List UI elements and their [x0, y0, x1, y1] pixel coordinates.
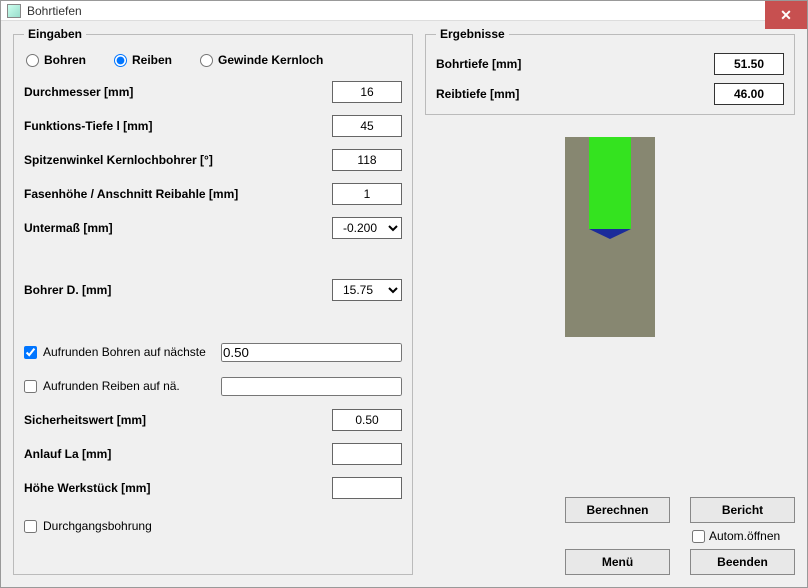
button-area: Berechnen Bericht Autom.öffnen Menü Been… — [565, 497, 795, 575]
bohrtiefe-label: Bohrtiefe [mm] — [436, 57, 521, 71]
window-title: Bohrtiefen — [27, 4, 82, 18]
sicherheit-input[interactable] — [332, 409, 402, 431]
funktionstiefe-input[interactable] — [332, 115, 402, 137]
ergebnisse-legend: Ergebnisse — [436, 27, 509, 41]
bohrerd-label: Bohrer D. [mm] — [24, 283, 111, 297]
aufr-bohren-checkbox[interactable] — [24, 346, 37, 359]
anlauf-label: Anlauf La [mm] — [24, 447, 111, 461]
bericht-button[interactable]: Bericht — [690, 497, 795, 523]
mode-radio-group: Bohren Reiben Gewinde Kernloch — [26, 53, 402, 67]
app-icon — [7, 4, 21, 18]
bohrtiefe-value: 51.50 — [714, 53, 784, 75]
left-column: Eingaben Bohren Reiben Gewinde Kernloch — [13, 27, 413, 575]
autom-checkbox[interactable] — [692, 530, 705, 543]
reibtiefe-value: 46.00 — [714, 83, 784, 105]
durchgang-checkbox[interactable] — [24, 520, 37, 533]
untermass-label: Untermaß [mm] — [24, 221, 113, 235]
radio-reiben[interactable] — [114, 54, 127, 67]
hoehe-label: Höhe Werkstück [mm] — [24, 481, 150, 495]
spitzenwinkel-label: Spitzenwinkel Kernlochbohrer [°] — [24, 153, 213, 167]
autom-label: Autom.öffnen — [709, 529, 780, 543]
eingaben-legend: Eingaben — [24, 27, 86, 41]
content: Eingaben Bohren Reiben Gewinde Kernloch — [1, 21, 807, 587]
titlebar: Bohrtiefen ✕ — [1, 1, 807, 21]
diagram-area — [425, 115, 795, 491]
untermass-select[interactable]: -0.200 — [332, 217, 402, 239]
berechnen-button[interactable]: Berechnen — [565, 497, 670, 523]
aufr-reiben-checkbox[interactable] — [24, 380, 37, 393]
radio-gewinde-label: Gewinde Kernloch — [218, 53, 323, 67]
aufr-reiben-label: Aufrunden Reiben auf nä. — [43, 379, 180, 393]
menue-button[interactable]: Menü — [565, 549, 670, 575]
hoehe-input[interactable] — [332, 477, 402, 499]
aufr-bohren-label: Aufrunden Bohren auf nächste — [43, 345, 206, 359]
bohrerd-select[interactable]: 15.75 — [332, 279, 402, 301]
radio-reiben-label: Reiben — [132, 53, 172, 67]
fasenhoehe-input[interactable] — [332, 183, 402, 205]
eingaben-fieldset: Eingaben Bohren Reiben Gewinde Kernloch — [13, 27, 413, 575]
radio-bohren[interactable] — [26, 54, 39, 67]
close-button[interactable]: ✕ — [765, 1, 807, 29]
radio-bohren-label: Bohren — [44, 53, 86, 67]
aufr-bohren-input[interactable] — [221, 343, 402, 362]
fasenhoehe-label: Fasenhöhe / Anschnitt Reibahle [mm] — [24, 187, 238, 201]
right-column: Ergebnisse Bohrtiefe [mm] 51.50 Reibtief… — [425, 27, 795, 575]
main-window: Bohrtiefen ✕ Eingaben Bohren Reiben — [0, 0, 808, 588]
durchgang-label: Durchgangsbohrung — [43, 519, 152, 533]
spitzenwinkel-input[interactable] — [332, 149, 402, 171]
bore-diagram — [565, 137, 655, 337]
durchmesser-input[interactable] — [332, 81, 402, 103]
close-icon: ✕ — [780, 7, 792, 24]
aufr-reiben-input[interactable] — [221, 377, 402, 396]
reibtiefe-label: Reibtiefe [mm] — [436, 87, 519, 101]
funktionstiefe-label: Funktions-Tiefe l [mm] — [24, 119, 152, 133]
anlauf-input[interactable] — [332, 443, 402, 465]
ergebnisse-fieldset: Ergebnisse Bohrtiefe [mm] 51.50 Reibtief… — [425, 27, 795, 115]
sicherheit-label: Sicherheitswert [mm] — [24, 413, 146, 427]
radio-gewinde[interactable] — [200, 54, 213, 67]
durchmesser-label: Durchmesser [mm] — [24, 85, 133, 99]
beenden-button[interactable]: Beenden — [690, 549, 795, 575]
